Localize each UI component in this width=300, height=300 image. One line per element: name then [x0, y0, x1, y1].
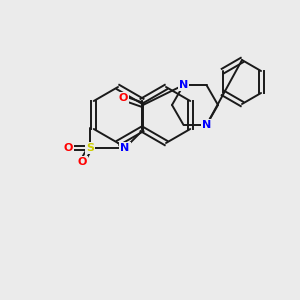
- Text: O: O: [63, 143, 73, 153]
- Text: N: N: [120, 143, 130, 153]
- Text: N: N: [179, 80, 188, 90]
- Text: O: O: [77, 157, 87, 167]
- Text: O: O: [118, 93, 128, 103]
- Text: S: S: [86, 143, 94, 153]
- Text: N: N: [202, 120, 211, 130]
